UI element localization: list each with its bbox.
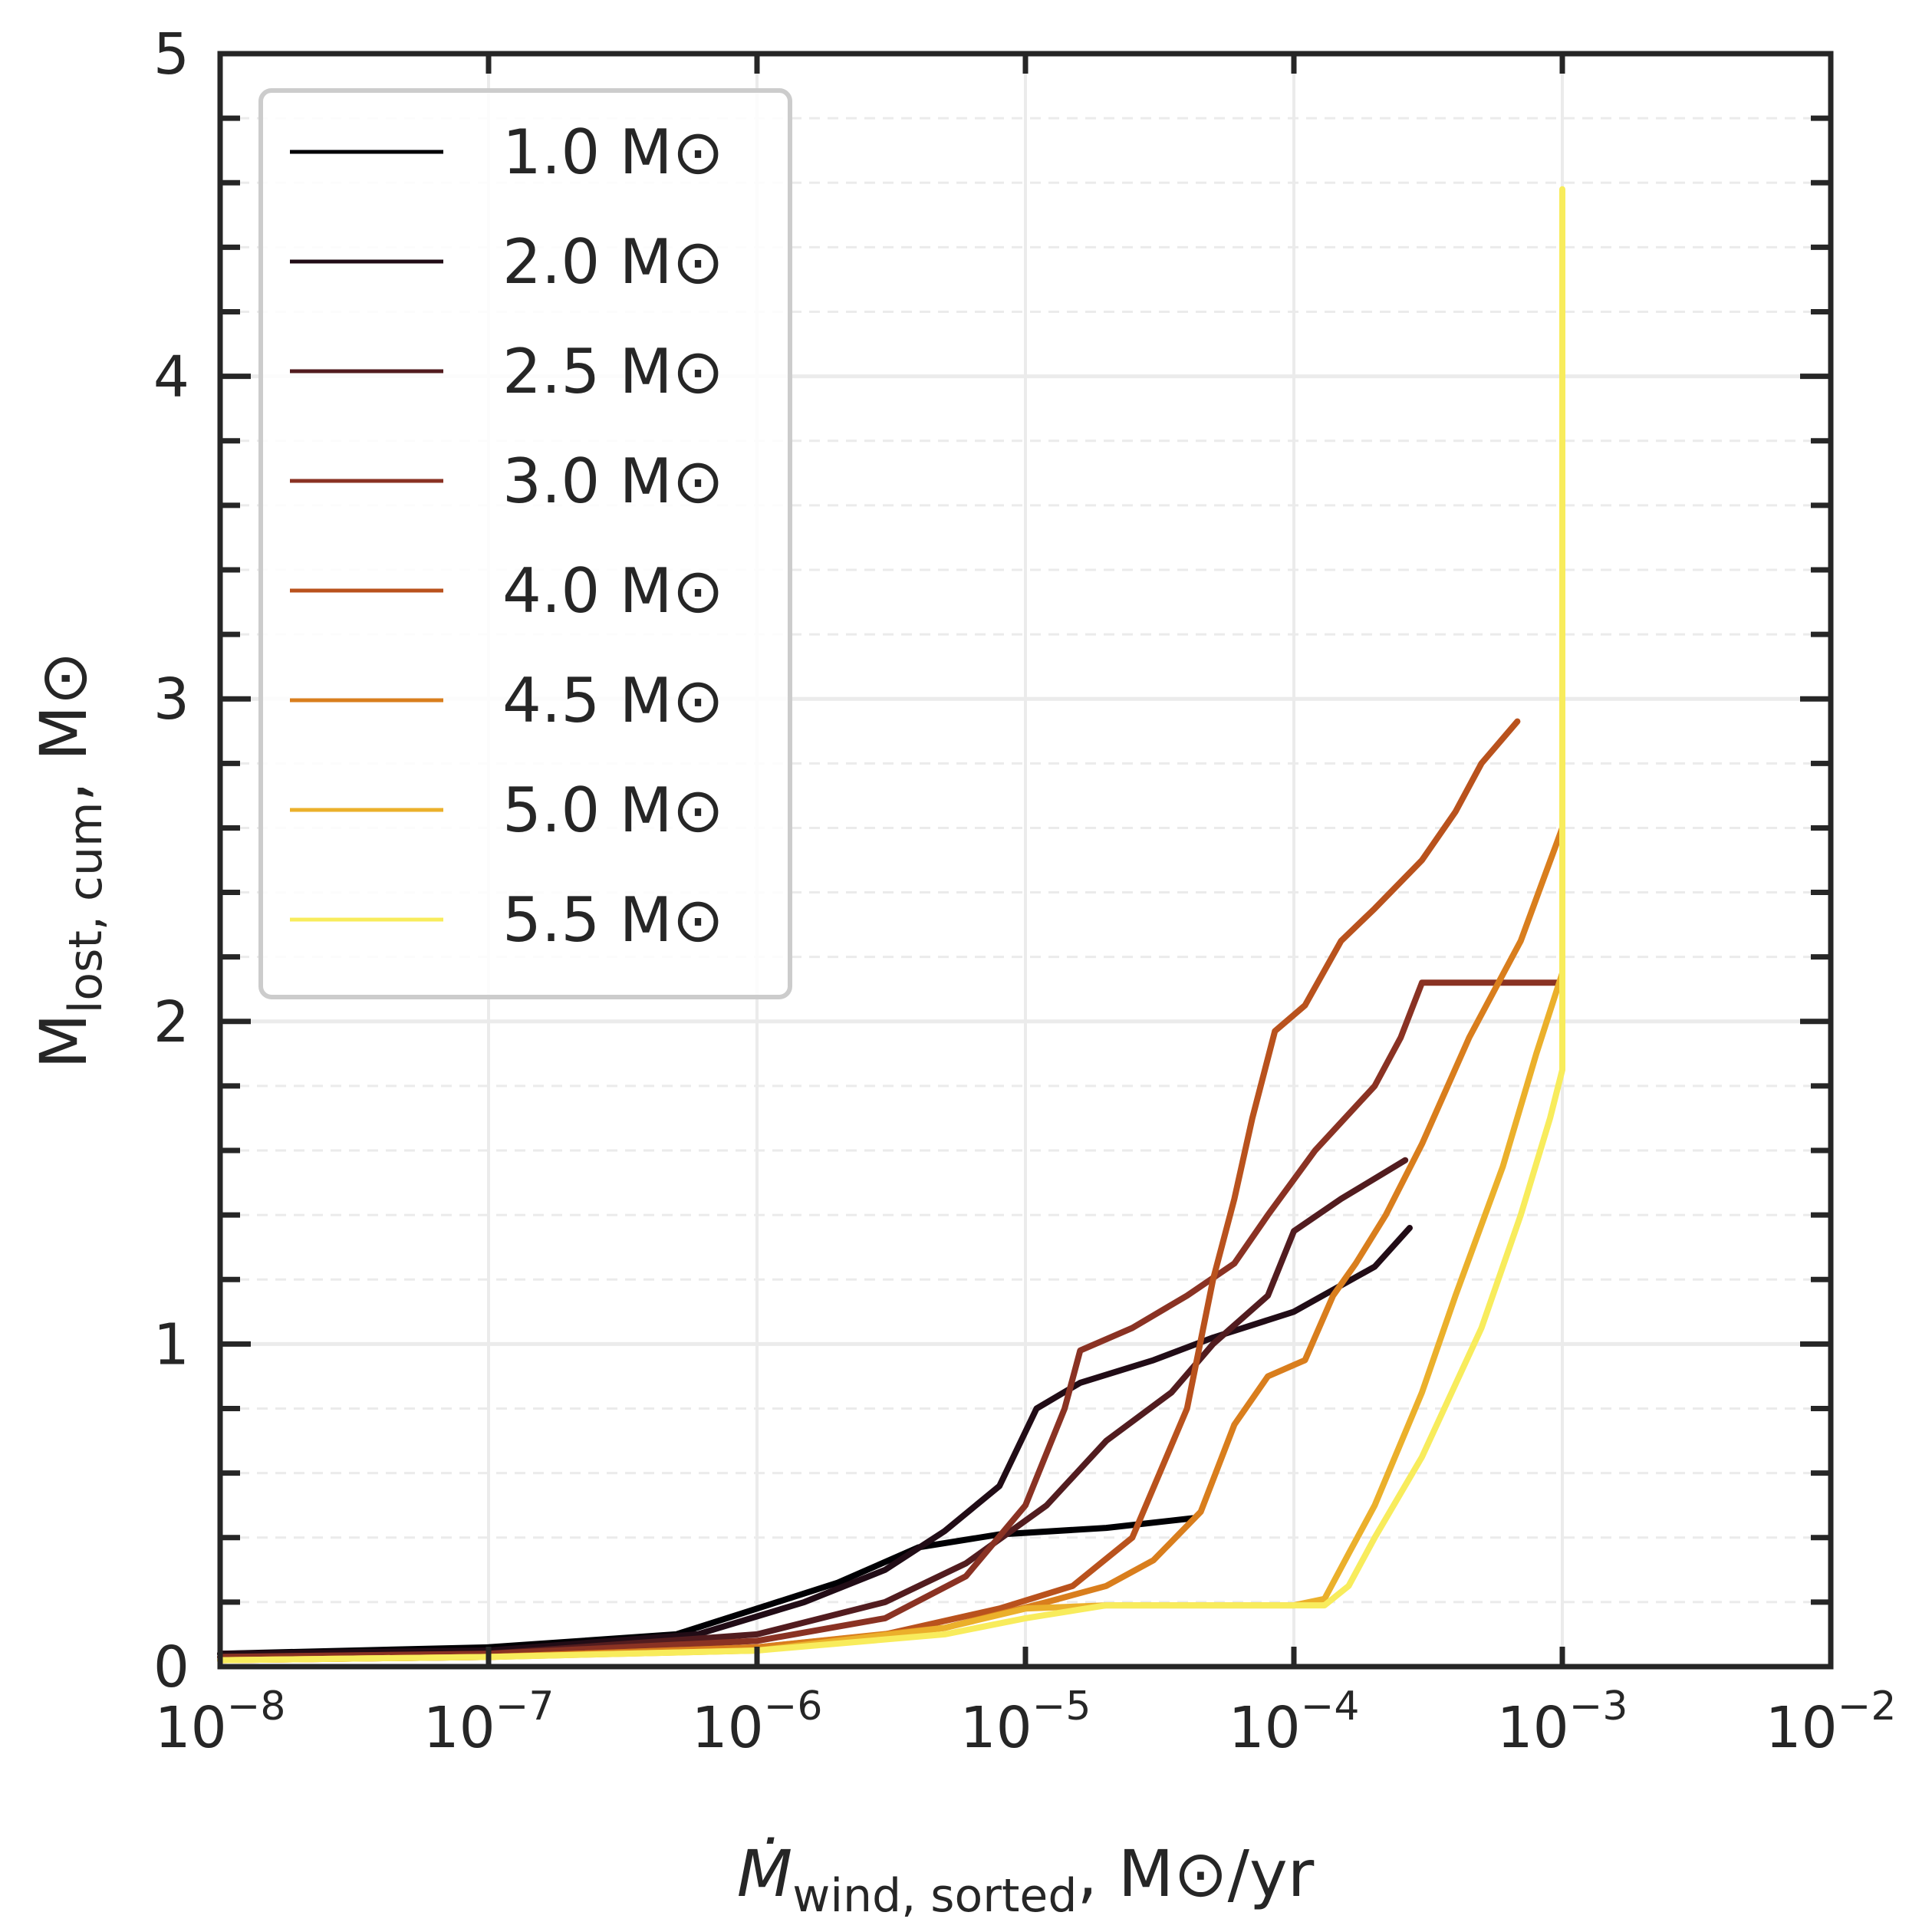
x-tick-label: 10−2 [1766,1684,1897,1761]
x-tick-label: 10−8 [155,1684,286,1761]
series-lines [217,186,1565,1664]
x-tick-base: 10 [1497,1695,1569,1761]
legend-label: 5.0 M⊙ [502,775,724,846]
y-tick-label: 0 [153,1634,189,1700]
y-tick-label: 5 [153,21,189,87]
x-tick-label: 10−6 [692,1684,823,1761]
x-tick-label: 10−3 [1497,1684,1628,1761]
x-tick-base: 10 [1766,1695,1838,1761]
series-line-2 [217,1157,1409,1660]
x-tick-label: 10−7 [423,1684,555,1761]
legend-box [258,88,792,999]
x-tick-exponent: −2 [1838,1684,1897,1730]
x-tick-base: 10 [155,1695,227,1761]
series-line-6 [217,969,1565,1664]
plot-frame [217,51,1834,1670]
series-line-7 [217,186,1565,1664]
legend-label: 2.0 M⊙ [502,226,724,298]
series-line-1 [217,1225,1413,1657]
x-tick-exponent: −6 [764,1684,823,1730]
x-tick-exponent: −4 [1301,1684,1360,1730]
x-tick-exponent: −8 [227,1684,286,1730]
y-axis-label-suffix: , M⊙ [26,651,101,801]
legend: 1.0 M⊙ 2.0 M⊙ 2.5 M⊙ 3.0 M⊙ 4.0 M⊙ 4.5 M⊙ 5.0 … [258,88,792,999]
x-axis-label-main: Ṁ [737,1836,792,1911]
x-tick-base: 10 [960,1695,1032,1761]
y-tick-label: 4 [153,344,189,410]
x-axis-label-sub: wind, sorted [792,1869,1077,1923]
legend-label: 1.0 M⊙ [502,117,724,188]
legend-label: 2.5 M⊙ [502,336,724,407]
x-tick-base: 10 [1229,1695,1301,1761]
y-tick-label: 1 [153,1312,189,1377]
y-tick-label: 2 [153,989,189,1055]
x-tick-exponent: −5 [1032,1684,1091,1730]
series-line-3 [217,979,1561,1660]
x-tick-base: 10 [692,1695,764,1761]
y-axis-label-main: M [26,1013,101,1068]
y-axis-label: Mlost, cum, M⊙ [26,651,113,1069]
y-axis-label-sub: lost, cum [59,802,113,1014]
x-axis-label: Ṁwind, sorted, M⊙/yr [737,1836,1315,1923]
x-tick-base: 10 [423,1695,495,1761]
x-axis-label-suffix: , M⊙/yr [1077,1836,1314,1911]
x-tick-exponent: −7 [495,1684,555,1730]
x-tick-label: 10−4 [1229,1684,1360,1761]
axis-ticks [217,51,1834,1670]
legend-label: 5.5 M⊙ [502,884,724,956]
x-tick-exponent: −3 [1569,1684,1628,1730]
legend-label: 4.0 M⊙ [502,555,724,627]
legend-label: 3.0 M⊙ [502,446,724,517]
legend-label: 4.5 M⊙ [502,665,724,736]
y-tick-label: 3 [153,666,189,732]
x-tick-label: 10−5 [960,1684,1091,1761]
